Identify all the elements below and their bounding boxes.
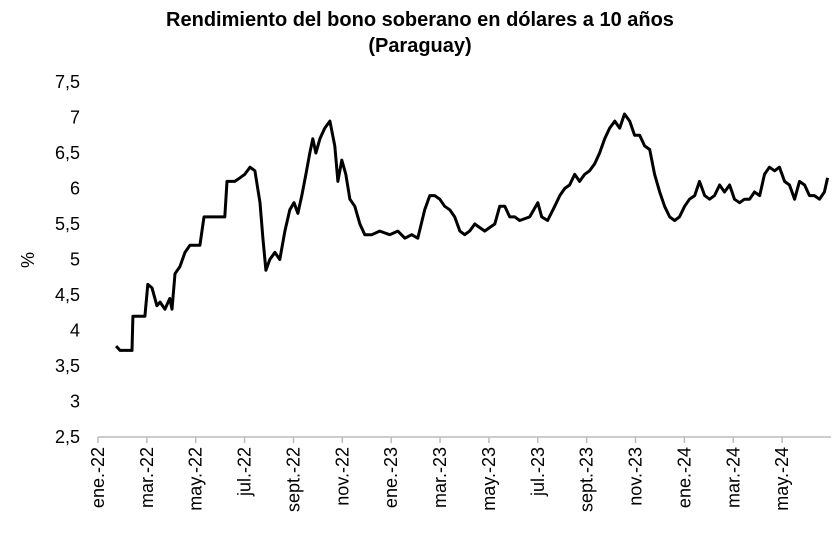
- x-tick-label: mar.-24: [723, 447, 743, 508]
- x-tick-label: may.-23: [479, 447, 499, 511]
- x-tick-label: ene.-24: [674, 447, 694, 508]
- y-tick-label: 6,5: [55, 143, 80, 163]
- x-tick-label: nov.-22: [332, 447, 352, 506]
- x-tick-label: sept.-22: [283, 447, 303, 512]
- chart-title: (Paraguay): [368, 35, 471, 57]
- x-tick-label: nov.-23: [626, 447, 646, 506]
- line-series: [114, 112, 830, 352]
- chart-title: Rendimiento del bono soberano en dólares…: [166, 9, 674, 31]
- y-tick-label: 4,5: [55, 285, 80, 305]
- x-tick-label: jul.-22: [235, 447, 255, 497]
- y-tick-label: 7: [70, 108, 80, 128]
- x-tick-label: mar.-22: [137, 447, 157, 508]
- y-tick-label: 4: [70, 321, 80, 341]
- y-tick-label: 5,5: [55, 214, 80, 234]
- x-tick-label: may.-24: [772, 447, 792, 511]
- y-tick-label: 2,5: [55, 427, 80, 447]
- y-tick-label: 3: [70, 392, 80, 412]
- x-tick-label: mar.-23: [430, 447, 450, 508]
- y-axis-label: %: [18, 252, 38, 268]
- x-tick-label: ene.-23: [381, 447, 401, 508]
- x-tick-label: may.-22: [186, 447, 206, 511]
- y-tick-label: 3,5: [55, 356, 80, 376]
- y-tick-label: 7,5: [55, 72, 80, 92]
- y-tick-label: 6: [70, 179, 80, 199]
- x-tick-label: jul.-23: [528, 447, 548, 497]
- y-tick-label: 5: [70, 250, 80, 270]
- x-tick-label: sept.-23: [577, 447, 597, 512]
- x-tick-label: ene.-22: [88, 447, 108, 508]
